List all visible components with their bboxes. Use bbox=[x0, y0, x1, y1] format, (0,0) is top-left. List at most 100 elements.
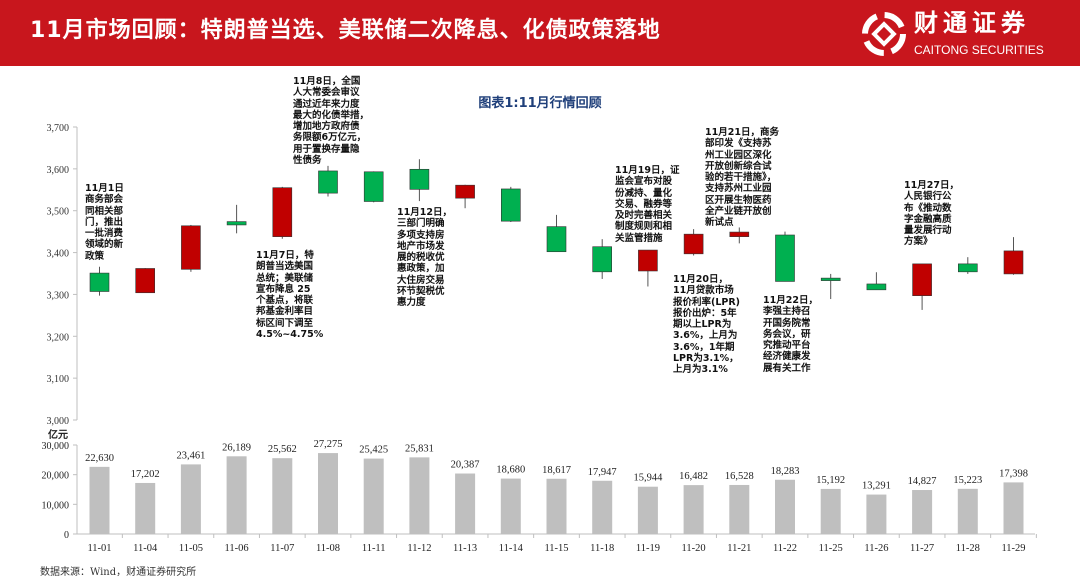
bar-11-27 bbox=[912, 490, 933, 534]
bar-11-26 bbox=[866, 494, 887, 534]
x-tick-label: 11-22 bbox=[773, 543, 797, 554]
candle-body bbox=[363, 171, 384, 202]
candle-11-14 bbox=[500, 186, 521, 223]
candle-11-18 bbox=[592, 239, 613, 279]
y-tick-label: 3,200 bbox=[47, 332, 70, 343]
bar-11-04 bbox=[135, 482, 156, 534]
candle-body bbox=[1003, 250, 1024, 275]
x-tick-label: 11-14 bbox=[499, 543, 524, 554]
y-tick-label: 3,400 bbox=[47, 249, 70, 260]
candle-11-22 bbox=[775, 231, 795, 282]
logo-text-en: CAITONG SECURITIES bbox=[914, 43, 1044, 57]
y-tick-label: 3,100 bbox=[47, 374, 70, 385]
candle-body bbox=[957, 263, 978, 273]
candle-body bbox=[729, 231, 750, 237]
caitong-logo: 财通证券 CAITONG SECURITIES bbox=[860, 8, 1070, 60]
bar-y-tick-label: 0 bbox=[64, 530, 69, 541]
x-tick-label: 11-27 bbox=[910, 543, 934, 554]
bar-value-label: 18,283 bbox=[771, 466, 800, 477]
data-source: 数据来源：Wind，财通证券研究所 bbox=[40, 567, 197, 578]
bar-y-unit-label: 亿元 bbox=[48, 428, 68, 441]
bar-value-label: 17,398 bbox=[999, 468, 1028, 479]
bar-11-12 bbox=[409, 457, 430, 534]
candle-11-28 bbox=[957, 257, 978, 274]
y-tick-label: 3,500 bbox=[47, 207, 70, 218]
bar-value-label: 27,275 bbox=[314, 439, 343, 450]
bar-value-label: 15,192 bbox=[816, 475, 845, 486]
annotation-11-19: 11月19日，证 监会宣布对股 份减持、量化 交易、融券等 及时完善相关 制度规… bbox=[615, 165, 680, 244]
x-tick-label: 11-21 bbox=[727, 543, 751, 554]
candle-body bbox=[775, 234, 795, 282]
x-tick-label: 11-26 bbox=[864, 543, 888, 554]
bar-value-label: 25,831 bbox=[405, 443, 434, 454]
annotation-11-27: 11月27日， 人民银行公 布《推动数 字金融高质 量发展行动 方案》 bbox=[904, 180, 959, 248]
candle-body bbox=[912, 263, 932, 296]
annotation-11-22: 11月22日， 李强主持召 开国务院常 务会议，研 究推动平台 经济健康发 展有… bbox=[763, 295, 818, 374]
bar-value-label: 14,827 bbox=[908, 476, 937, 487]
x-tick-label: 11-07 bbox=[270, 543, 294, 554]
candle-body bbox=[226, 221, 247, 226]
candle-body bbox=[866, 283, 887, 291]
x-tick-label: 11-28 bbox=[956, 543, 980, 554]
candle-11-07 bbox=[272, 186, 293, 239]
annotation-11-12: 11月12日， 三部门明确 多项支持房 地产市场发 展的税收优 惠政策，加 大住… bbox=[397, 207, 452, 309]
bar-value-label: 18,617 bbox=[542, 465, 571, 476]
candle-11-01 bbox=[89, 266, 110, 296]
bar-11-22 bbox=[775, 479, 795, 534]
chart-title: 图表1:11月行情回顾 bbox=[478, 96, 602, 111]
candle-11-04 bbox=[135, 268, 155, 294]
bar-value-label: 26,189 bbox=[222, 442, 251, 453]
annotation-11-21: 11月21日，商务 部印发《支持苏 州工业园区深化 开放创新综合试 验的若干措施… bbox=[705, 127, 779, 229]
bar-11-01 bbox=[89, 466, 110, 534]
candle-11-25 bbox=[820, 273, 841, 300]
bar-y-tick-label: 20,000 bbox=[42, 471, 70, 482]
x-tick-label: 11-15 bbox=[544, 543, 568, 554]
bar-11-07 bbox=[272, 458, 293, 534]
page-title: 11月市场回顾：特朗普当选、美联储二次降息、化债政策落地 bbox=[30, 18, 661, 43]
bar-value-label: 17,202 bbox=[131, 469, 160, 480]
candle-11-08 bbox=[318, 165, 338, 197]
annotation-11-08: 11月8日，全国 人大常委会审议 通过近年来力度 最大的化债举措， 增加地方政府… bbox=[293, 76, 370, 167]
candle-body bbox=[409, 168, 430, 190]
x-tick-label: 11-20 bbox=[682, 543, 706, 554]
candle-body bbox=[500, 188, 521, 222]
bar-value-label: 16,482 bbox=[679, 471, 708, 482]
bar-value-label: 20,387 bbox=[451, 460, 480, 471]
x-tick-label: 11-01 bbox=[87, 543, 111, 554]
bar-value-label: 25,562 bbox=[268, 444, 297, 455]
bar-y-tick-label: 30,000 bbox=[42, 441, 70, 452]
bar-11-18 bbox=[592, 480, 613, 534]
bar-11-11 bbox=[363, 458, 384, 534]
candle-11-19 bbox=[638, 249, 658, 287]
candle-11-27 bbox=[912, 263, 932, 310]
candle-body bbox=[592, 246, 613, 273]
candle-body bbox=[89, 272, 110, 292]
candle-11-12 bbox=[409, 159, 430, 202]
bar-value-label: 17,947 bbox=[588, 467, 617, 478]
x-tick-label: 11-05 bbox=[179, 543, 203, 554]
bar-11-28 bbox=[957, 488, 978, 534]
bar-11-15 bbox=[546, 478, 567, 534]
header-banner: 11月市场回顾：特朗普当选、美联储二次降息、化债政策落地 财通证券 CAITON… bbox=[0, 0, 1080, 66]
bar-y-tick-label: 10,000 bbox=[42, 500, 70, 511]
x-tick-label: 11-25 bbox=[819, 543, 843, 554]
y-tick-label: 3,700 bbox=[47, 123, 70, 134]
bar-value-label: 13,291 bbox=[862, 481, 891, 492]
y-tick-label: 3,300 bbox=[47, 290, 70, 301]
logo-emblem-icon bbox=[862, 12, 906, 56]
candle-11-13 bbox=[455, 184, 475, 209]
candle-body bbox=[318, 170, 338, 194]
bar-11-05 bbox=[180, 464, 201, 534]
bar-11-08 bbox=[318, 453, 338, 534]
annotation-11-07: 11月7日，特 朗普当选美国 总统；美联储 宣布降息 25 个基点，将联 邦基金… bbox=[256, 250, 324, 341]
candle-11-06 bbox=[226, 204, 247, 234]
candle-11-11 bbox=[363, 171, 384, 203]
bar-value-label: 15,944 bbox=[633, 473, 663, 484]
x-tick-label: 11-06 bbox=[225, 543, 249, 554]
x-tick-label: 11-11 bbox=[362, 543, 386, 554]
candle-body bbox=[272, 187, 293, 237]
candle-11-20 bbox=[683, 229, 704, 256]
bar-11-13 bbox=[455, 473, 476, 534]
bar-11-19 bbox=[637, 486, 658, 534]
